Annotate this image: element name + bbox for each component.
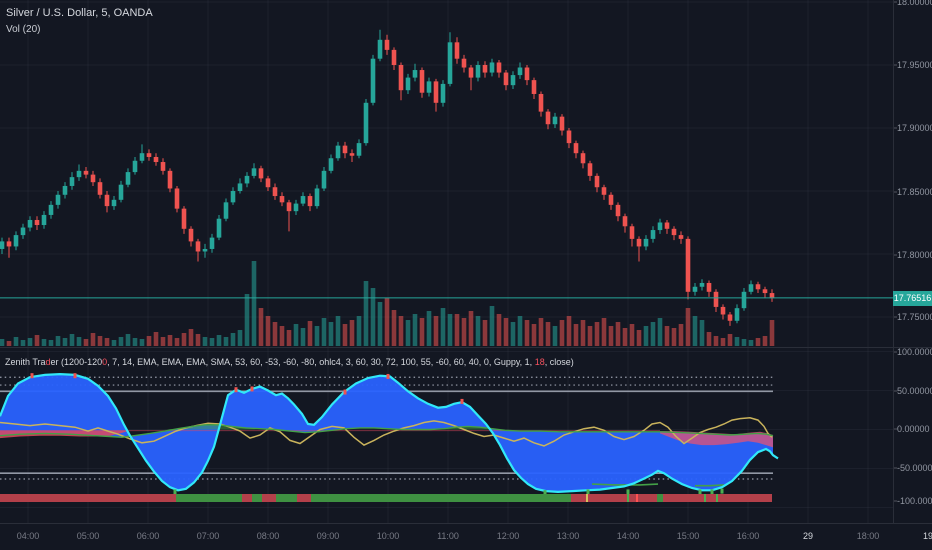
axis-time-label: 11:00 <box>437 531 459 541</box>
axis-time-label: 14:00 <box>616 531 640 541</box>
axis-price-label: -100.00000 <box>897 496 932 506</box>
axis-price-label: 17.95000 <box>897 60 932 70</box>
indicator-legend[interactable]: Zenith Trader (1200-1200, 7, 14, EMA, EM… <box>5 357 574 367</box>
axis-price-label: 17.80000 <box>897 250 932 260</box>
candles-layer <box>0 29 775 326</box>
axis-time-label: 04:00 <box>16 531 40 541</box>
legend-param-highlight: d <box>45 357 51 367</box>
time-axis-border <box>0 523 932 524</box>
axis-time-label: 13:00 <box>556 531 580 541</box>
axis-price-label: 17.75000 <box>897 312 932 322</box>
axis-price-label: 50.00000 <box>897 386 932 396</box>
axis-time-label: 15:00 <box>676 531 700 541</box>
axis-price-label: 0.00000 <box>897 424 930 434</box>
volume-layer <box>0 261 775 346</box>
axis-time-label: 07:00 <box>196 531 220 541</box>
price-axis-border <box>893 0 894 523</box>
legend-text: er (1200-120 <box>50 357 103 367</box>
axis-price-label: 100.00000 <box>897 347 932 357</box>
axis-time-label: 09:00 <box>316 531 340 541</box>
volume-legend[interactable]: Vol (20) <box>6 24 41 35</box>
signal-strip <box>0 494 772 502</box>
pane-divider[interactable] <box>0 347 932 348</box>
price-axis[interactable]: 18.00000 17.95000 17.90000 17.85000 17.80000… <box>893 0 932 523</box>
legend-text: , close) <box>544 357 574 367</box>
axis-time-label: 12:00 <box>496 531 520 541</box>
legend-param-highlight: 0 <box>102 357 108 367</box>
symbol-title[interactable]: Silver / U.S. Dollar, 5, OANDA <box>6 7 153 19</box>
last-price-value: 17.76516 <box>893 292 932 303</box>
axis-price-label: -50.00000 <box>897 463 932 473</box>
axis-time-label: 06:00 <box>136 531 160 541</box>
axis-time-label: 10:00 <box>376 531 400 541</box>
axis-time-label: 16:00 <box>736 531 760 541</box>
axis-time-label: 29 <box>802 531 814 541</box>
indicator-pane[interactable] <box>0 348 893 523</box>
axis-time-label: 18:00 <box>856 531 880 541</box>
axis-time-label: 19 <box>922 531 932 541</box>
legend-param-highlight: 18 <box>534 357 545 367</box>
last-price-label: 17.76516 <box>893 290 932 306</box>
legend-text: Zenith Tra <box>5 357 46 367</box>
axis-price-label: 17.90000 <box>897 123 932 133</box>
axis-time-label: 08:00 <box>256 531 280 541</box>
axis-price-label: 18.00000 <box>897 0 932 7</box>
time-axis[interactable]: 04:00 05:00 06:00 07:00 08:00 09:00 10:00 11:00… <box>0 523 932 550</box>
legend-text: , 7, 14, EMA, EMA, EMA, SMA, 53, 60, -53… <box>107 357 535 367</box>
axis-price-label: 17.85000 <box>897 187 932 197</box>
axis-time-label: 05:00 <box>76 531 100 541</box>
main-chart-pane[interactable] <box>0 0 893 347</box>
oscillator-layer <box>0 372 779 496</box>
